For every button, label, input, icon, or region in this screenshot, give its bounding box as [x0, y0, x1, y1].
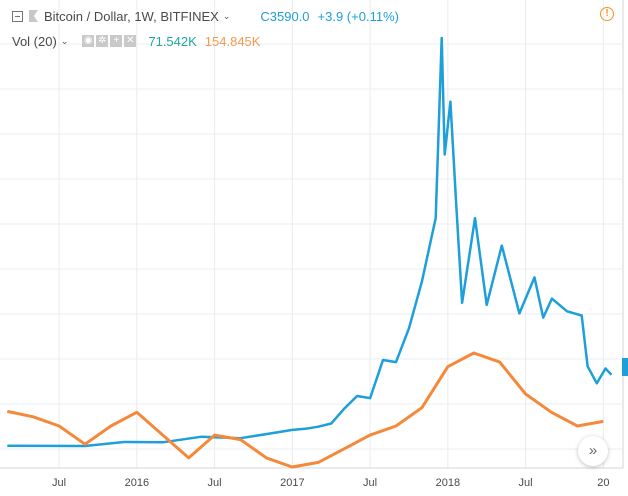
x-tick-label: Jul: [208, 477, 222, 489]
symbol-legend-row: Bitcoin / Dollar, 1W, BITFINEX ⌄ C3590.0…: [12, 7, 399, 25]
price-series-layer: [7, 36, 613, 448]
settings-icon[interactable]: ✲: [96, 35, 109, 47]
x-tick-label: 20: [597, 477, 609, 489]
x-tick-label: 2016: [125, 477, 149, 489]
eye-icon[interactable]: ◉: [82, 35, 95, 47]
chevron-down-icon[interactable]: ⌄: [60, 35, 69, 46]
close-price-value: C3590.0: [260, 8, 310, 24]
flag-icon[interactable]: [29, 10, 38, 22]
volume-ma-series-line: [6, 351, 604, 469]
volume-value-2: 154.845K: [204, 33, 261, 49]
double-chevron-right-icon[interactable]: »: [578, 436, 608, 466]
price-series-line: [7, 36, 613, 448]
x-tick-label: 2018: [436, 477, 460, 489]
x-tick-label: Jul: [363, 477, 377, 489]
symbol-title[interactable]: Bitcoin / Dollar, 1W, BITFINEX: [44, 8, 219, 24]
volume-ma-series-layer: [6, 351, 604, 469]
alert-icon[interactable]: !: [600, 7, 614, 21]
volume-value-1: 71.542K: [148, 33, 197, 49]
volume-label[interactable]: Vol (20): [12, 33, 57, 49]
legend-controls: ◉ ✲ + ✕: [82, 35, 138, 47]
chart-legend: Bitcoin / Dollar, 1W, BITFINEX ⌄ C3590.0…: [0, 0, 628, 52]
close-icon[interactable]: ✕: [124, 35, 137, 47]
add-icon[interactable]: +: [110, 35, 123, 47]
x-tick-label: Jul: [52, 477, 66, 489]
chevron-down-icon[interactable]: ⌄: [222, 10, 231, 21]
last-price-marker: [622, 358, 628, 376]
collapse-icon[interactable]: [12, 10, 23, 22]
chart-grid: [0, 0, 624, 469]
price-change-value: +3.9 (+0.11%): [317, 8, 399, 24]
volume-legend-row: Vol (20) ⌄ ◉ ✲ + ✕ 71.542K 154.845K: [12, 32, 260, 50]
x-axis: Jul 2016 Jul 2017 Jul 2018 Jul 20: [52, 477, 609, 489]
x-tick-label: 2017: [280, 477, 304, 489]
x-tick-label: Jul: [519, 477, 533, 489]
